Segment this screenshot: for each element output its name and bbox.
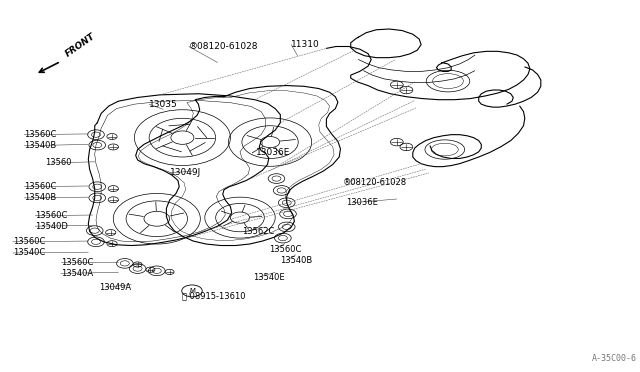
Text: 13540E: 13540E	[253, 273, 284, 282]
Text: 13560: 13560	[45, 158, 71, 167]
Text: 13560C: 13560C	[24, 130, 57, 139]
Text: 11310: 11310	[291, 40, 320, 49]
Text: ®08120-61028: ®08120-61028	[189, 42, 259, 51]
Text: 13036E: 13036E	[346, 198, 378, 207]
Text: 13049J: 13049J	[170, 169, 201, 177]
Text: 13560C: 13560C	[24, 182, 57, 191]
Text: FRONT: FRONT	[64, 32, 97, 59]
Text: 13560C: 13560C	[61, 258, 93, 267]
Text: 13560C: 13560C	[13, 237, 45, 246]
Text: 13036E: 13036E	[256, 148, 291, 157]
Text: 13049A: 13049A	[99, 283, 131, 292]
Text: 13540D: 13540D	[35, 222, 68, 231]
Text: 13540C: 13540C	[13, 248, 45, 257]
Text: 13035: 13035	[149, 100, 178, 109]
Text: M: M	[189, 288, 195, 294]
Text: A-35C00-6: A-35C00-6	[592, 354, 637, 363]
Text: 13540B: 13540B	[24, 141, 56, 150]
Text: 13540A: 13540A	[61, 269, 93, 278]
Text: 13560C: 13560C	[35, 211, 68, 220]
Text: Ⓜ 08915-13610: Ⓜ 08915-13610	[182, 291, 246, 300]
Text: 13560C: 13560C	[269, 245, 301, 254]
Text: 13562C: 13562C	[242, 227, 275, 236]
Text: 13540B: 13540B	[24, 193, 56, 202]
Text: ®08120-61028: ®08120-61028	[342, 178, 406, 187]
Text: 13540B: 13540B	[280, 256, 312, 265]
